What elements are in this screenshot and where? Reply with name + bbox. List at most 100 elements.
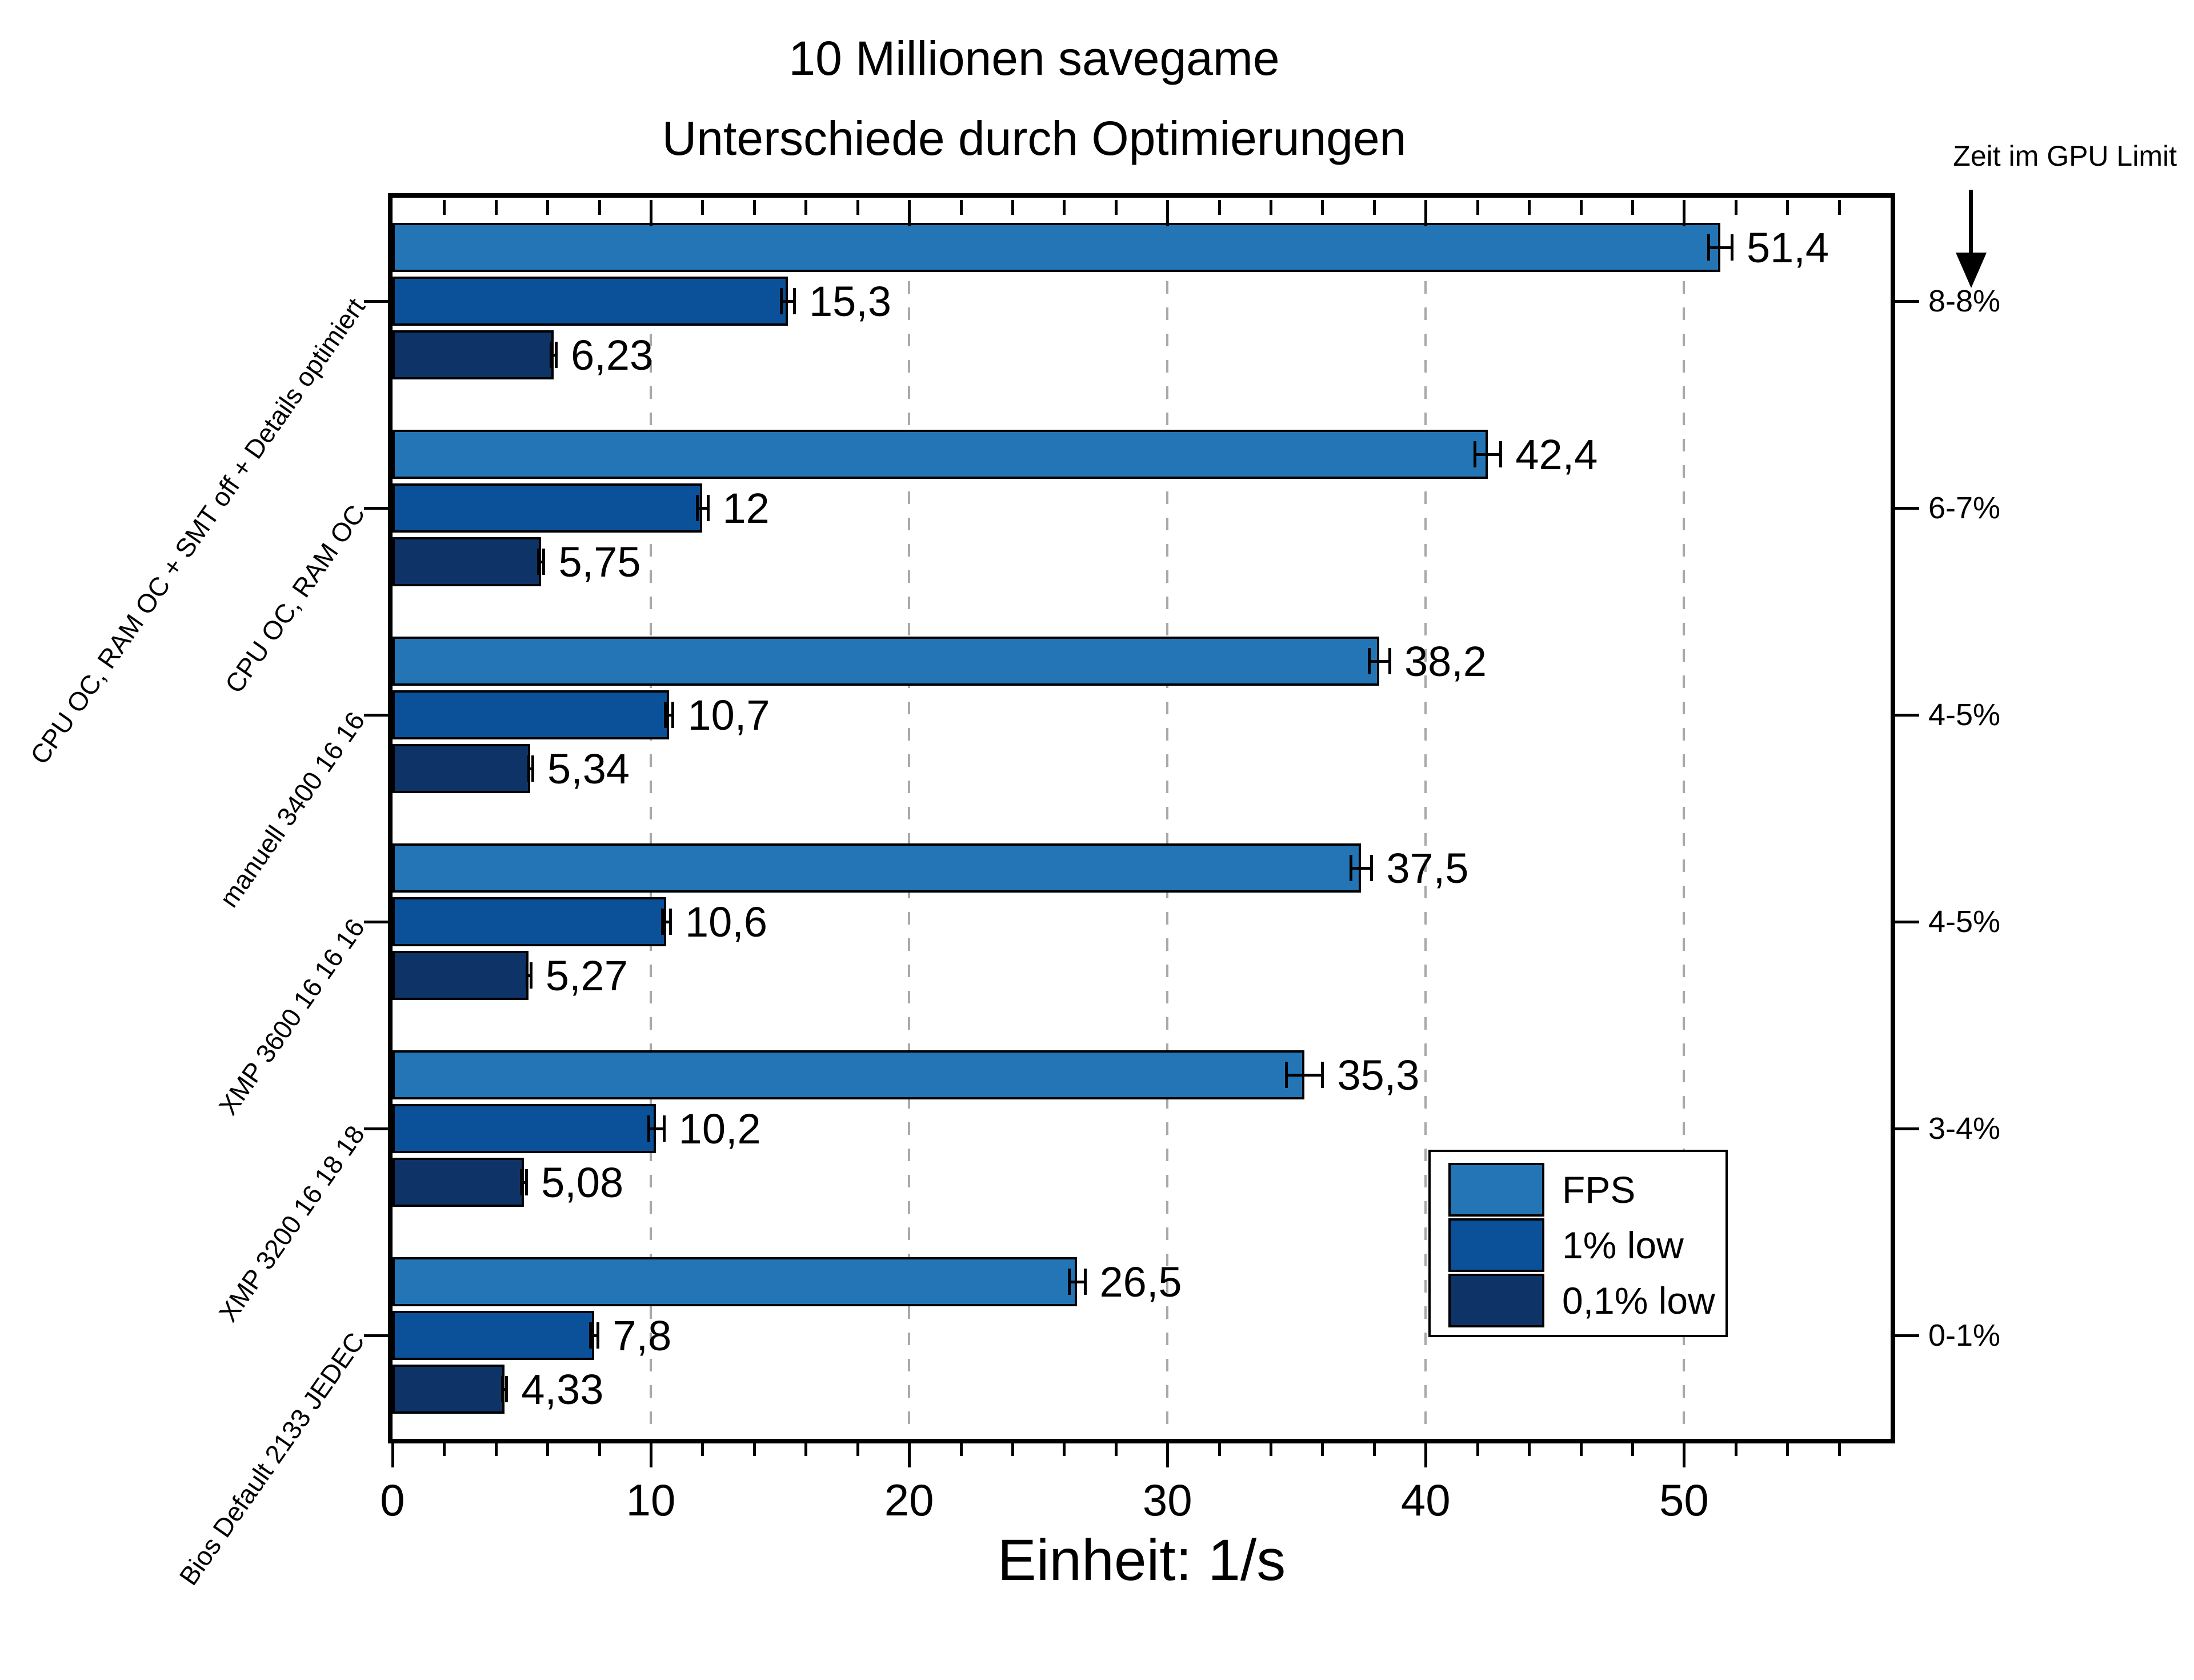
error-bar-cap xyxy=(555,342,558,368)
value-label: 5,34 xyxy=(547,745,630,793)
grid-line xyxy=(1166,202,1169,1434)
x-minor-tick-bottom xyxy=(1476,1441,1479,1456)
x-minor-tick-top xyxy=(1114,200,1118,215)
legend-row: FPS xyxy=(1431,1163,1725,1217)
bar-1low-0 xyxy=(393,277,788,326)
down-arrow-head-icon xyxy=(1956,253,1987,288)
error-bar-cap xyxy=(501,1376,505,1402)
right-category-tick xyxy=(1893,714,1919,717)
legend-swatch-1pct-low xyxy=(1448,1218,1544,1272)
x-minor-tick-bottom xyxy=(752,1441,756,1456)
error-bar xyxy=(1286,1074,1323,1077)
x-minor-tick-bottom xyxy=(1218,1441,1221,1456)
value-label: 5,75 xyxy=(558,538,641,586)
error-bar-cap xyxy=(668,909,672,935)
error-bar-cap xyxy=(792,288,796,314)
x-minor-tick-bottom xyxy=(959,1441,963,1456)
error-bar xyxy=(1069,1281,1085,1283)
error-bar-cap xyxy=(1499,441,1503,467)
error-bar xyxy=(1351,867,1372,870)
error-bar-cap xyxy=(1474,441,1477,467)
error-bar xyxy=(528,767,533,770)
grid-line xyxy=(908,202,911,1434)
bar-01low-1 xyxy=(393,537,541,586)
error-bar-cap xyxy=(1388,648,1391,674)
x-tick-label: 10 xyxy=(626,1475,676,1525)
x-axis-title: Einheit: 1/s xyxy=(997,1527,1286,1593)
x-minor-tick-bottom xyxy=(1114,1441,1118,1456)
x-minor-tick-top xyxy=(1528,200,1531,215)
error-bar xyxy=(1708,246,1732,249)
left-category-tick xyxy=(364,714,390,717)
x-minor-tick-top xyxy=(494,200,498,215)
bar-fps-1 xyxy=(393,430,1488,479)
error-bar-cap xyxy=(780,288,783,314)
value-label: 10,6 xyxy=(684,898,767,946)
x-minor-tick-top xyxy=(1579,200,1583,215)
x-minor-tick-bottom xyxy=(546,1441,550,1456)
error-bar xyxy=(697,507,708,510)
error-bar-cap xyxy=(529,962,533,989)
value-label: 42,4 xyxy=(1515,430,1598,478)
x-minor-tick-top xyxy=(959,200,963,215)
x-tick-label: 40 xyxy=(1400,1475,1451,1525)
plot-frame xyxy=(388,193,1895,1443)
x-minor-tick-top xyxy=(598,200,601,215)
left-category-tick xyxy=(364,1127,390,1130)
category-label: CPU OC, RAM OC xyxy=(218,499,371,699)
category-label: XMP 3200 16 18 18 xyxy=(213,1120,371,1327)
error-bar-cap xyxy=(1321,1062,1324,1088)
error-bar xyxy=(781,300,794,303)
error-bar-cap xyxy=(588,1322,592,1349)
x-minor-tick-top xyxy=(856,200,859,215)
category-label: XMP 3600 16 16 16 xyxy=(213,913,371,1121)
error-bar-cap xyxy=(525,962,529,989)
x-minor-tick-top xyxy=(804,200,808,215)
x-minor-tick-bottom xyxy=(804,1441,808,1456)
x-minor-tick-bottom xyxy=(1011,1441,1014,1456)
value-label: 7,8 xyxy=(612,1311,672,1359)
bar-1low-5 xyxy=(393,1311,594,1360)
error-bar-cap xyxy=(1285,1062,1288,1088)
error-bar-cap xyxy=(520,1169,523,1195)
right-category-tick xyxy=(1893,921,1919,923)
error-bar xyxy=(502,1388,507,1391)
right-category-tick xyxy=(1893,300,1919,303)
left-category-tick xyxy=(364,1334,390,1337)
error-bar-cap xyxy=(661,909,664,935)
gpu-limit-label: 3-4% xyxy=(1928,1111,2001,1146)
chart-title-line1: 10 Millionen savegame xyxy=(788,31,1280,85)
grid-line xyxy=(1424,202,1427,1434)
error-bar xyxy=(1475,453,1501,456)
error-bar xyxy=(538,561,544,563)
left-category-tick xyxy=(364,921,390,923)
x-minor-tick-bottom xyxy=(1631,1441,1634,1456)
error-bar-cap xyxy=(671,702,675,728)
bar-01low-5 xyxy=(393,1365,505,1414)
gpu-limit-label: 4-5% xyxy=(1928,698,2001,732)
left-category-tick xyxy=(364,300,390,303)
bar-fps-0 xyxy=(393,223,1720,272)
error-bar-cap xyxy=(663,702,667,728)
x-minor-tick-top xyxy=(1631,200,1634,215)
x-minor-tick-bottom xyxy=(1321,1441,1324,1456)
x-minor-tick-top xyxy=(1011,200,1014,215)
bar-fps-3 xyxy=(393,843,1362,893)
error-bar-cap xyxy=(1707,234,1711,261)
value-label: 26,5 xyxy=(1099,1258,1182,1306)
x-minor-tick-bottom xyxy=(1837,1441,1841,1456)
x-major-tick-bottom xyxy=(1683,1441,1686,1467)
error-bar xyxy=(551,354,556,357)
category-label: CPU OC, RAM OC + SMT off + Details optim… xyxy=(24,293,371,770)
x-minor-tick-bottom xyxy=(1528,1441,1531,1456)
x-tick-label: 50 xyxy=(1659,1475,1709,1525)
error-bar-cap xyxy=(537,549,541,575)
x-major-tick-top xyxy=(650,200,653,226)
bar-1low-2 xyxy=(393,690,669,739)
error-bar-cap xyxy=(531,755,535,782)
right-category-tick xyxy=(1893,1127,1919,1130)
x-minor-tick-top xyxy=(752,200,756,215)
